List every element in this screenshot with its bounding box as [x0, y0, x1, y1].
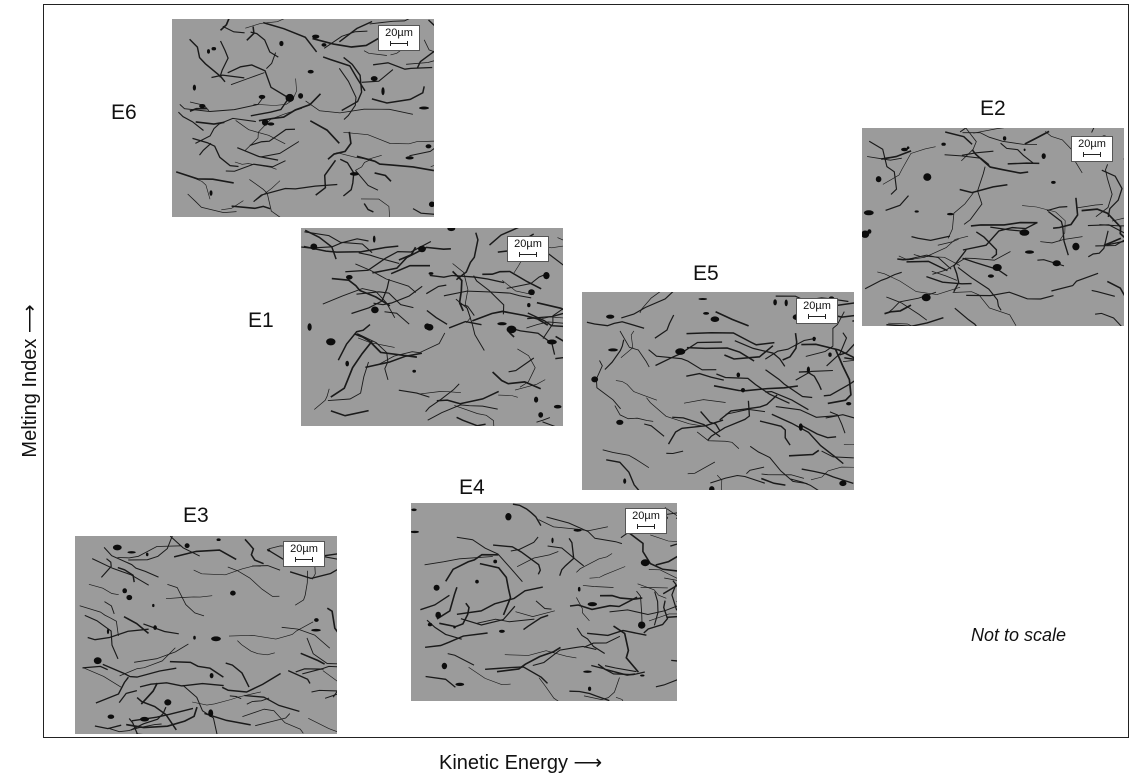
sample-label-e6: E6: [111, 101, 137, 124]
micrograph-texture: [862, 128, 1124, 326]
micrograph-e4: 20µm: [411, 503, 677, 701]
diagram-frame: [43, 4, 1129, 738]
scale-bar-label: 20µm: [385, 27, 413, 39]
scale-bar-label: 20µm: [803, 300, 831, 312]
sample-label-e2: E2: [980, 97, 1006, 120]
scale-bar-label: 20µm: [1078, 138, 1106, 150]
scale-bar: 20µm: [378, 25, 420, 51]
sample-label-e1: E1: [248, 309, 274, 332]
scale-bar: 20µm: [796, 298, 838, 324]
y-axis-label: Melting Index ⟶: [19, 304, 41, 458]
micrograph-e5: 20µm: [582, 292, 854, 490]
micrograph-texture: [301, 228, 563, 426]
scale-bar: 20µm: [1071, 136, 1113, 162]
micrograph-e3: 20µm: [75, 536, 337, 734]
scale-bar-label: 20µm: [632, 510, 660, 522]
micrograph-texture: [175, 19, 434, 217]
scale-bar: 20µm: [625, 508, 667, 534]
sample-label-e5: E5: [693, 262, 719, 285]
micrograph-texture: [586, 292, 854, 490]
sample-label-e3: E3: [183, 504, 209, 527]
micrograph-e6: 20µm: [172, 19, 434, 217]
micrograph-e2: 20µm: [862, 128, 1124, 326]
micrograph-texture: [79, 536, 337, 734]
x-axis-label: Kinetic Energy ⟶: [439, 752, 603, 774]
micrograph-texture: [411, 503, 677, 701]
micrograph-e1: 20µm: [301, 228, 563, 426]
scale-bar: 20µm: [507, 236, 549, 262]
scale-bar: 20µm: [283, 541, 325, 567]
sample-label-e4: E4: [459, 476, 485, 499]
not-to-scale-note: Not to scale: [971, 625, 1067, 645]
scale-bar-label: 20µm: [514, 238, 542, 250]
scale-bar-label: 20µm: [290, 543, 318, 555]
